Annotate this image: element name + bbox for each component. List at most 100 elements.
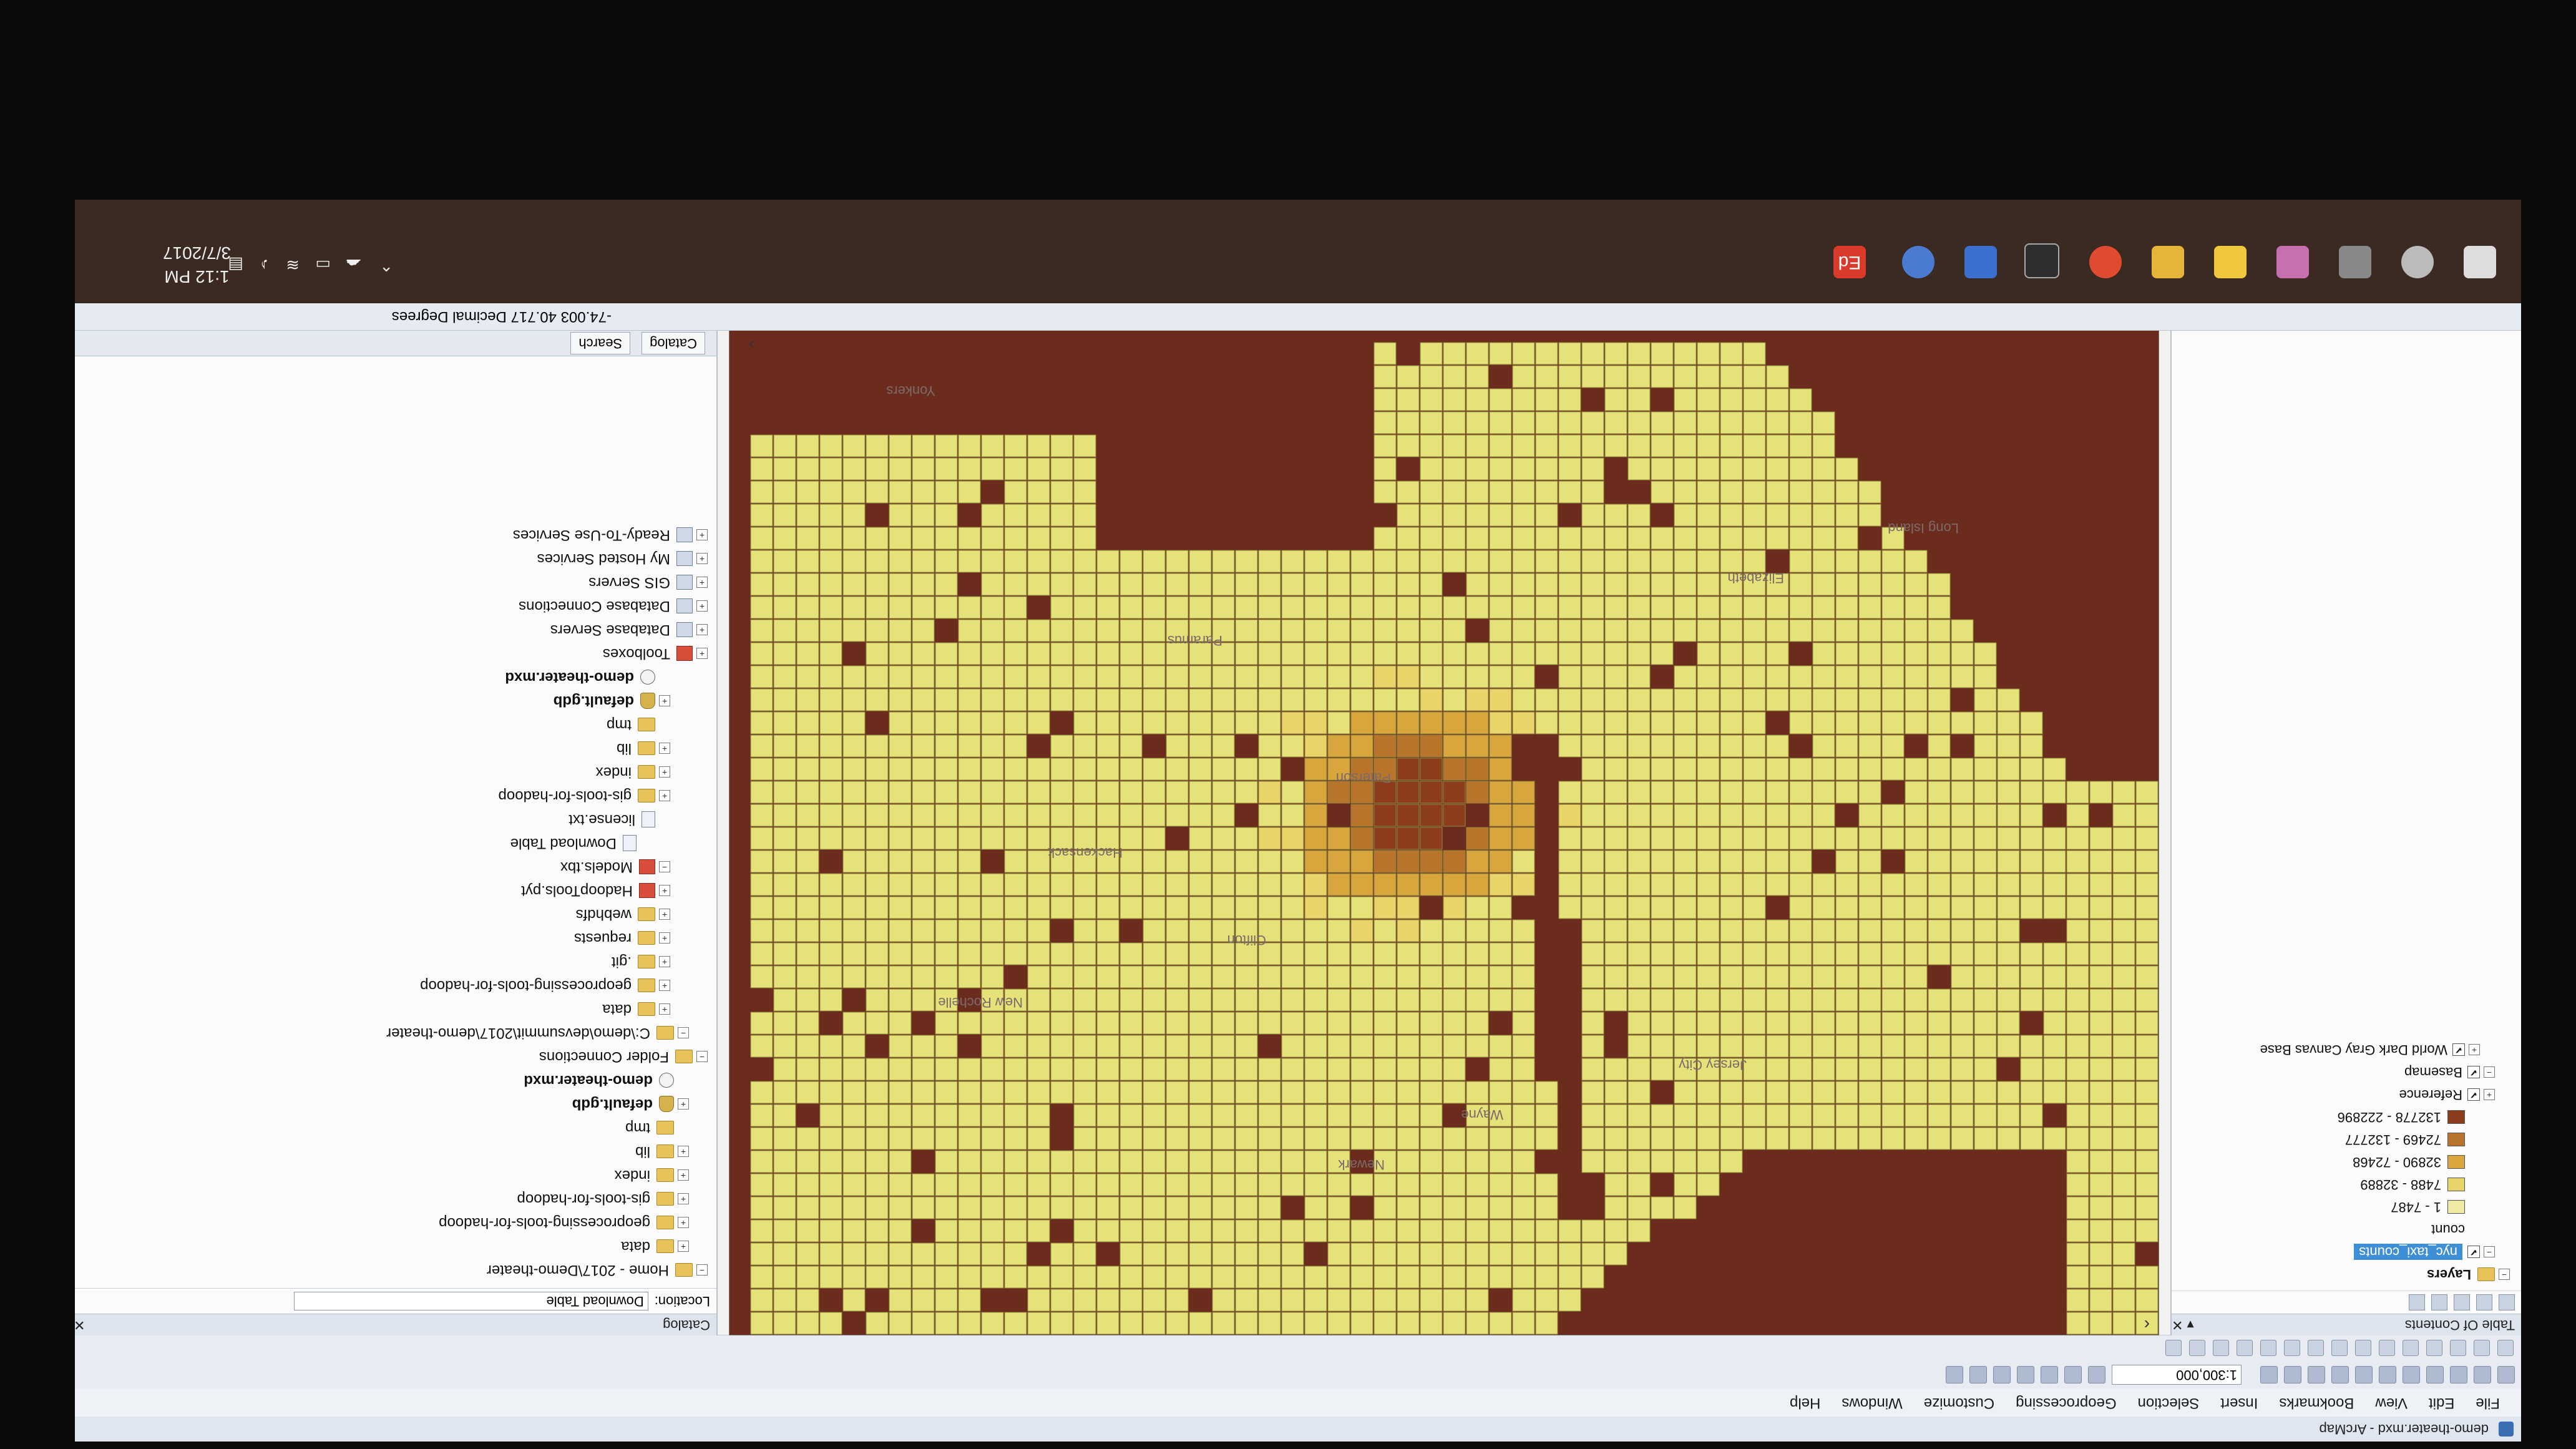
pdf-app-icon[interactable]: Ed (1833, 246, 1866, 278)
toc-icon[interactable] (2064, 1366, 2082, 1383)
legend-swatch[interactable] (2447, 1155, 2465, 1169)
cut-icon[interactable] (2403, 1366, 2420, 1383)
sticky-notes-icon[interactable] (2214, 246, 2247, 278)
menu-view[interactable]: View (2375, 1395, 2408, 1412)
zoom-in-icon[interactable] (2497, 1340, 2514, 1356)
menu-windows[interactable]: Windows (1842, 1395, 1903, 1412)
identify-icon[interactable] (2237, 1340, 2253, 1356)
menu-bookmarks[interactable]: Bookmarks (2279, 1395, 2354, 1412)
modelbuilder-icon[interactable] (1946, 1366, 1963, 1383)
chrome-icon[interactable] (2089, 246, 2122, 278)
measure-icon[interactable] (2189, 1340, 2205, 1356)
catalog-tree-item[interactable]: + geoprocessing-tools-for-hadoop (75, 1211, 708, 1234)
toc-layer-row[interactable]: − ✔ nyc_taxi_counts (2172, 1241, 2510, 1263)
paste-icon[interactable] (2355, 1366, 2373, 1383)
catalog-tree-item[interactable]: + HadoopTools.pyt (75, 879, 708, 902)
list-by-visibility-icon[interactable] (2454, 1294, 2470, 1310)
collapse-icon[interactable]: − (659, 861, 670, 872)
catalog-tree-item[interactable]: + webhdfs (75, 902, 708, 926)
catalog-tree-item[interactable]: license.txt (75, 807, 708, 831)
basemap-group-row[interactable]: − ✔ Basemap (2172, 1061, 2510, 1083)
catalog-tree-item[interactable]: − Folder Connections (75, 1045, 708, 1068)
list-by-source-icon[interactable] (2476, 1294, 2492, 1310)
open-icon[interactable] (2474, 1366, 2491, 1383)
expand-icon[interactable]: + (696, 648, 708, 659)
collapse-icon[interactable]: − (2484, 1066, 2495, 1078)
arctoolbox-icon[interactable] (1993, 1366, 2011, 1383)
expand-icon[interactable]: + (659, 980, 670, 991)
expand-icon[interactable]: + (659, 1003, 670, 1015)
catalog-tree-item[interactable]: + index (75, 1163, 708, 1187)
expand-icon[interactable]: + (696, 577, 708, 588)
zoom-out-icon[interactable] (2474, 1340, 2490, 1356)
pan-icon[interactable] (2450, 1340, 2466, 1356)
search-icon[interactable] (2401, 246, 2434, 278)
collapse-icon[interactable]: − (696, 1051, 708, 1062)
legend-item[interactable]: 1 - 7487 (2172, 1196, 2510, 1218)
catalog-tree-item[interactable]: − C:\demo\devsummit\2017\demo-theater (75, 1021, 708, 1045)
selected-layer-name[interactable]: nyc_taxi_counts (2354, 1244, 2462, 1260)
catalog-tree-item[interactable]: − Home - 2017\Demo-theater (75, 1258, 708, 1282)
forward-extent-icon[interactable] (2331, 1340, 2348, 1356)
catalog-tree-item[interactable]: + geoprocessing-tools-for-hadoop (75, 973, 708, 997)
file-explorer-icon[interactable] (2152, 246, 2184, 278)
collapse-icon[interactable]: − (2499, 1269, 2510, 1280)
map-scale-input[interactable]: 1:300,000 (2112, 1365, 2242, 1385)
hyperlink-icon[interactable] (2165, 1340, 2182, 1356)
undo-icon[interactable] (2308, 1366, 2325, 1383)
fixed-zoom-in-icon[interactable] (2403, 1340, 2419, 1356)
taskbar-clock[interactable]: 1:12 PM 3/7/2017 (163, 241, 231, 288)
catalog-tree-item[interactable]: tmp (75, 1116, 708, 1139)
catalog-tree-item[interactable]: tmp (75, 713, 708, 736)
menu-selection[interactable]: Selection (2137, 1395, 2200, 1412)
menu-geoprocessing[interactable]: Geoprocessing (2016, 1395, 2117, 1412)
legend-swatch[interactable] (2447, 1133, 2465, 1146)
reference-group-row[interactable]: + ✔ Reference (2172, 1083, 2510, 1106)
legend-swatch[interactable] (2447, 1178, 2465, 1191)
expand-icon[interactable]: + (678, 1241, 689, 1252)
menu-help[interactable]: Help (1790, 1395, 1821, 1412)
expand-icon[interactable]: + (2484, 1089, 2495, 1100)
map-view[interactable]: Yonkers Paramus New Rochelle Hackensack … (729, 329, 2159, 1335)
catalog-tree-item[interactable]: demo-theater.mxd (75, 1068, 708, 1092)
terminal-icon[interactable] (2024, 243, 2059, 278)
collapse-icon[interactable]: − (2484, 1246, 2495, 1257)
add-data-icon[interactable] (2260, 1366, 2278, 1383)
list-by-drawing-order-icon[interactable] (2499, 1294, 2515, 1310)
expand-icon[interactable]: + (659, 695, 670, 706)
reference-checkbox[interactable]: ✔ (2467, 1088, 2480, 1101)
catalog-tree-item[interactable]: + lib (75, 736, 708, 760)
legend-item[interactable]: 7488 - 32889 (2172, 1173, 2510, 1196)
menu-customize[interactable]: Customize (1923, 1395, 1995, 1412)
editor-icon[interactable] (2088, 1366, 2105, 1383)
task-view-icon[interactable] (2339, 246, 2371, 278)
list-by-selection-icon[interactable] (2431, 1294, 2447, 1310)
basemap-layer-row[interactable]: + ✔ World Dark Gray Canvas Base (2172, 1038, 2510, 1061)
catalog-tree-item[interactable]: Download Table (75, 831, 708, 855)
legend-item[interactable]: 72469 - 132777 (2172, 1128, 2510, 1151)
basemap-layer-checkbox[interactable]: ✔ (2452, 1043, 2465, 1056)
fixed-zoom-out-icon[interactable] (2379, 1340, 2395, 1356)
tab-catalog[interactable]: Catalog (642, 332, 705, 354)
back-extent-icon[interactable] (2355, 1340, 2371, 1356)
arcmap-taskbar-icon[interactable] (1902, 246, 1934, 278)
volume-icon[interactable]: ♪ (260, 256, 268, 275)
expand-icon[interactable]: + (678, 1193, 689, 1204)
catalog-tree-item[interactable]: + index (75, 760, 708, 784)
expand-icon[interactable]: + (659, 790, 670, 801)
catalog-tree-item[interactable]: + Database Connections (75, 594, 708, 618)
expand-icon[interactable]: + (696, 624, 708, 635)
catalog-tree-item[interactable]: + .git (75, 950, 708, 973)
menu-file[interactable]: File (2476, 1395, 2500, 1412)
tab-search[interactable]: Search (570, 332, 631, 354)
catalog-tree-item[interactable]: + default.gdb (75, 689, 708, 713)
catalog-icon[interactable] (2041, 1366, 2058, 1383)
scroll-right-icon[interactable]: › (748, 336, 754, 355)
start-windows-icon[interactable] (2464, 246, 2496, 278)
delete-icon[interactable] (2331, 1366, 2349, 1383)
pinned-app-icon[interactable] (2276, 246, 2309, 278)
catalog-tree-item[interactable]: + requests (75, 926, 708, 950)
expand-icon[interactable]: + (659, 956, 670, 967)
catalog-tree-item[interactable]: + data (75, 997, 708, 1021)
legend-item[interactable]: 132778 - 222896 (2172, 1106, 2510, 1128)
